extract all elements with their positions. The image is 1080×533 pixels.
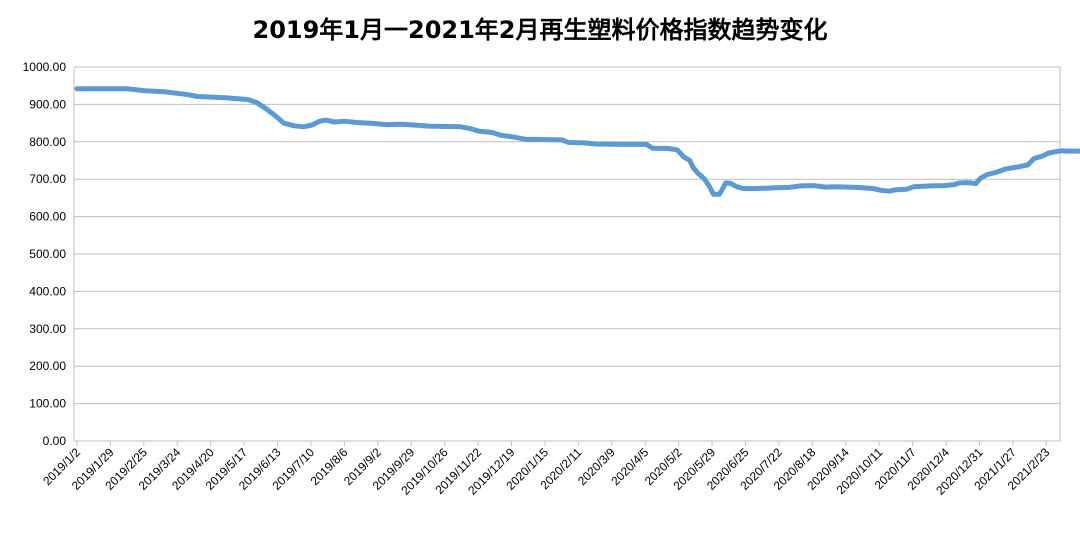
series-line — [74, 86, 1080, 197]
y-tick-label: 900.00 — [29, 97, 66, 111]
y-tick-label: 300.00 — [29, 322, 66, 336]
y-tick-label: 0.00 — [43, 434, 67, 448]
y-tick-label: 600.00 — [29, 210, 66, 224]
y-tick-label: 100.00 — [29, 397, 66, 411]
y-tick-label: 800.00 — [29, 135, 66, 149]
y-tick-label: 1000.00 — [23, 60, 67, 74]
y-tick-label: 500.00 — [29, 247, 66, 261]
y-tick-label: 700.00 — [29, 172, 66, 186]
chart-title: 2019年1月一2021年2月再生塑料价格指数趋势变化 — [252, 16, 828, 44]
y-tick-label: 200.00 — [29, 359, 66, 373]
y-tick-label: 400.00 — [29, 284, 66, 298]
